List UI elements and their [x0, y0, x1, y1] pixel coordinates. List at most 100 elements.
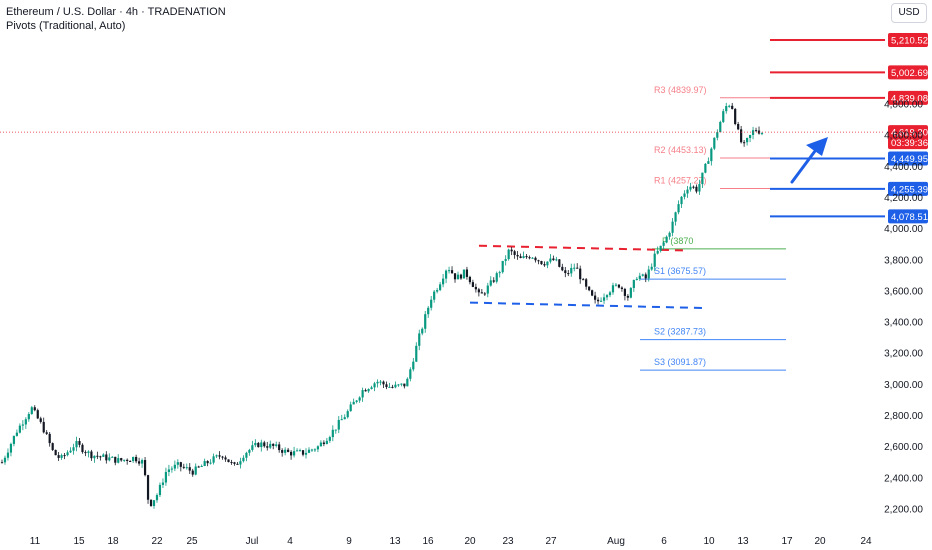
- candle-body: [686, 189, 689, 194]
- countdown-label: 03:39:36: [891, 138, 928, 149]
- candle-body: [3, 457, 7, 463]
- current-price-label: 4,619.30: [891, 128, 928, 139]
- candle-body: [170, 468, 173, 470]
- x-tick-label: 24: [860, 536, 872, 547]
- candle-body: [391, 386, 394, 388]
- x-tick-label: 15: [73, 536, 85, 547]
- candle-body: [591, 290, 594, 296]
- candle-body: [69, 450, 72, 453]
- candle-body: [754, 130, 758, 132]
- candle-body: [483, 293, 486, 295]
- indicator-label: Pivots (Traditional, Auto): [6, 20, 126, 32]
- candle-body: [751, 130, 755, 135]
- candle-body: [307, 449, 311, 453]
- candle-body: [179, 462, 182, 467]
- candle-body: [602, 297, 606, 301]
- pivot-label-p: P (3870: [662, 236, 693, 246]
- candle-body: [680, 196, 683, 205]
- candle-body: [310, 449, 314, 451]
- candle-body: [266, 446, 269, 448]
- y-tick-label: 4,400.00: [884, 162, 923, 173]
- candle-body: [39, 418, 42, 422]
- candle-body: [230, 462, 233, 464]
- candle-body: [352, 401, 355, 405]
- candle-body: [48, 433, 51, 444]
- candle-body: [337, 419, 340, 430]
- candle-body: [725, 106, 728, 112]
- candle-body: [632, 279, 635, 289]
- candle-body: [441, 278, 445, 285]
- candle-body: [424, 314, 427, 329]
- candle-body: [647, 269, 650, 279]
- x-tick-label: 17: [781, 536, 793, 547]
- candle-body: [108, 457, 111, 461]
- candle-body: [281, 450, 284, 453]
- candle-body: [710, 148, 713, 162]
- candle-body: [462, 269, 466, 279]
- candle-body: [245, 452, 248, 458]
- candles: [0, 102, 764, 509]
- candle-body: [158, 484, 162, 496]
- candle-body: [537, 260, 540, 262]
- candle-body: [731, 105, 734, 109]
- currency-button[interactable]: USD: [891, 3, 927, 23]
- y-tick-label: 3,800.00: [884, 255, 923, 266]
- y-tick-label: 2,800.00: [884, 411, 923, 422]
- candle-body: [15, 432, 19, 436]
- candle-body: [605, 295, 609, 298]
- candle-body: [358, 397, 361, 401]
- candle-body: [120, 458, 123, 461]
- level-badge: [888, 209, 928, 224]
- candle-body: [343, 417, 346, 420]
- candle-body: [21, 424, 24, 426]
- candle-body: [84, 452, 87, 454]
- candle-body: [346, 411, 349, 418]
- level-badge: [888, 181, 928, 196]
- candle-body: [683, 193, 686, 197]
- candle-body: [674, 212, 677, 222]
- candle-body: [504, 259, 507, 261]
- x-tick-label: 23: [502, 536, 514, 547]
- candle-body: [450, 270, 454, 274]
- candle-body: [72, 447, 75, 451]
- level-badge-label: 4,839.08: [891, 93, 928, 104]
- pivot-label-r3: R3 (4839.97): [654, 85, 707, 95]
- candle-body: [194, 466, 197, 475]
- candle-body: [516, 254, 519, 257]
- candle-body: [427, 307, 430, 315]
- candle-body: [596, 299, 600, 302]
- annotations: [790, 137, 828, 184]
- candle-body: [251, 445, 254, 450]
- candle-body: [114, 456, 117, 463]
- candle-body: [394, 384, 397, 388]
- x-tick-label: Jul: [246, 536, 259, 547]
- candle-body: [760, 133, 764, 135]
- candle-body: [477, 289, 480, 293]
- candle-body: [287, 449, 290, 452]
- candle-body: [659, 245, 662, 251]
- pivot-label-s3: S3 (3091.87): [654, 357, 706, 367]
- candle-body: [719, 121, 722, 133]
- symbol-title: Ethereum / U.S. Dollar · 4h · TRADENATIO…: [6, 6, 226, 18]
- candle-body: [707, 161, 710, 164]
- candle-body: [740, 129, 743, 143]
- candle-body: [748, 134, 752, 139]
- candle-body: [626, 295, 629, 298]
- candle-body: [734, 108, 737, 124]
- candle-body: [677, 204, 680, 213]
- candle-body: [453, 273, 457, 280]
- x-tick-label: 16: [422, 536, 434, 547]
- candle-body: [653, 253, 656, 267]
- level-badge: [888, 90, 928, 105]
- candle-body: [713, 137, 716, 149]
- candle-body: [701, 172, 704, 185]
- candle-body: [638, 275, 641, 279]
- pivot-lines: R3 (4839.97) R2 (4453.13) R1 (4257.27) P (3…: [640, 85, 788, 371]
- current-price-badge: [888, 125, 928, 150]
- y-tick-label: 4,600.00: [884, 131, 923, 142]
- candle-body: [629, 288, 632, 298]
- level-badge-label: 4,449.95: [891, 154, 928, 165]
- candle-body: [203, 461, 206, 466]
- candle-body: [272, 443, 275, 446]
